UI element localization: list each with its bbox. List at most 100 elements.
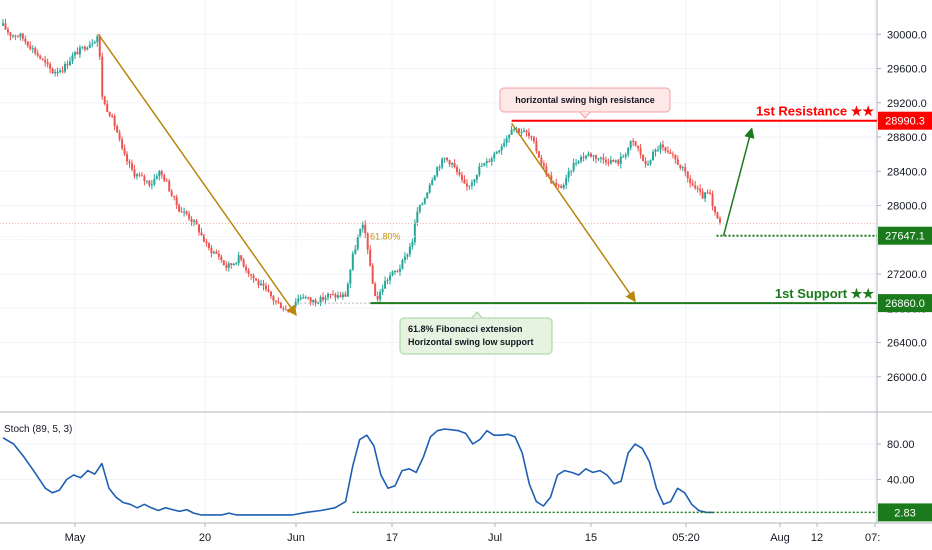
- candle-body: [443, 157, 446, 159]
- candle-body: [307, 297, 310, 299]
- candle-body: [508, 134, 511, 139]
- resistance-callout-text: horizontal swing high resistance: [515, 95, 655, 105]
- candle-body: [133, 169, 136, 177]
- candle-body: [356, 237, 359, 250]
- candle-body: [478, 166, 481, 175]
- candle-body: [272, 296, 275, 301]
- candle-body: [217, 253, 220, 257]
- candle-body: [684, 167, 687, 172]
- candle-body: [711, 193, 714, 207]
- candle-body: [121, 139, 124, 149]
- candle-body: [706, 192, 709, 194]
- candle-body: [193, 220, 196, 222]
- stoch-value-badge: 2.83: [894, 507, 915, 519]
- stoch-k-line: [2, 428, 713, 516]
- candle-body: [520, 132, 523, 134]
- candle-body: [4, 23, 7, 30]
- candle-body: [153, 178, 156, 185]
- stoch-axis[interactable]: 80.00 40.00: [877, 439, 915, 486]
- candle-body: [173, 195, 176, 198]
- candle-body: [344, 294, 347, 297]
- stoch-line: [2, 428, 877, 516]
- candle-body: [225, 265, 228, 268]
- candle-body: [160, 171, 163, 176]
- time-tick-label: 12: [811, 532, 823, 544]
- candle-body: [446, 157, 449, 161]
- candle-body: [679, 164, 682, 168]
- candle-body: [495, 151, 498, 154]
- candle-body: [644, 161, 647, 165]
- candle-body: [64, 64, 67, 72]
- candle-body: [220, 256, 223, 261]
- candle-body: [294, 301, 297, 306]
- candle-body: [245, 266, 248, 271]
- candle-body: [714, 206, 717, 213]
- candle-body: [436, 167, 439, 176]
- candle-body: [585, 155, 588, 159]
- candle-body: [384, 280, 387, 289]
- candle-body: [612, 160, 615, 162]
- candle-body: [101, 56, 104, 97]
- candle-body: [391, 271, 394, 276]
- projection-arrow[interactable]: [510, 122, 636, 303]
- time-axis[interactable]: May 20 Jun 17 Jul 15 05:20 Aug 12 07:: [65, 523, 881, 544]
- candle-body: [183, 211, 186, 213]
- candle-body: [359, 228, 362, 238]
- candle-body: [302, 297, 305, 299]
- price-tick-label: 26400.0: [887, 338, 927, 350]
- axis-value-badges: 28990.3 27647.1 26860.0 2.83: [878, 111, 932, 522]
- candle-body: [250, 274, 253, 276]
- support-callout[interactable]: 61.8% Fibonacci extension Horizontal swi…: [399, 311, 553, 355]
- candle-body: [29, 45, 32, 49]
- stoch-tick-label: 40.00: [887, 474, 915, 486]
- fib-downtrend-arrow[interactable]: [97, 33, 297, 316]
- candle-body: [222, 260, 225, 266]
- candle-body: [686, 171, 689, 179]
- candle-body: [537, 151, 540, 158]
- candle-body: [431, 180, 434, 185]
- price-tick-label: 29200.0: [887, 98, 927, 110]
- candle-body: [322, 297, 325, 300]
- candle-body: [14, 35, 17, 37]
- candle-body: [545, 166, 548, 175]
- candle-body: [36, 53, 39, 56]
- candle-body: [465, 183, 468, 187]
- candle-body: [597, 158, 600, 160]
- candle-body: [237, 255, 240, 264]
- candle-body: [473, 179, 476, 183]
- candle-body: [21, 33, 24, 39]
- candle-body: [575, 163, 578, 165]
- candle-body: [572, 163, 575, 171]
- candle-body: [629, 140, 632, 148]
- candle-body: [11, 35, 14, 37]
- candle-body: [103, 96, 106, 104]
- time-tick-label: Aug: [770, 532, 790, 544]
- candle-body: [76, 51, 79, 55]
- candle-body: [165, 180, 168, 182]
- resistance-callout[interactable]: horizontal swing high resistance: [499, 87, 671, 119]
- candle-body: [527, 132, 530, 137]
- candle-body: [428, 184, 431, 193]
- bounce-arrow[interactable]: [722, 127, 755, 236]
- candle-body: [232, 263, 235, 266]
- candle-body: [416, 211, 419, 223]
- candle-body: [2, 23, 4, 26]
- candle-body: [614, 160, 617, 162]
- candle-body: [366, 233, 369, 250]
- candle-body: [398, 268, 401, 272]
- candle-body: [9, 32, 12, 36]
- candle-body: [41, 58, 44, 60]
- candle-body: [235, 263, 238, 265]
- candle-body: [197, 224, 200, 233]
- candle-body: [619, 156, 622, 164]
- candle-body: [260, 283, 263, 286]
- candle-body: [674, 154, 677, 160]
- candle-body: [381, 288, 384, 293]
- candle-body: [483, 163, 486, 166]
- candle-body: [691, 183, 694, 186]
- candle-body: [351, 253, 354, 270]
- candle-body: [324, 297, 327, 300]
- time-tick-label: 15: [585, 532, 597, 544]
